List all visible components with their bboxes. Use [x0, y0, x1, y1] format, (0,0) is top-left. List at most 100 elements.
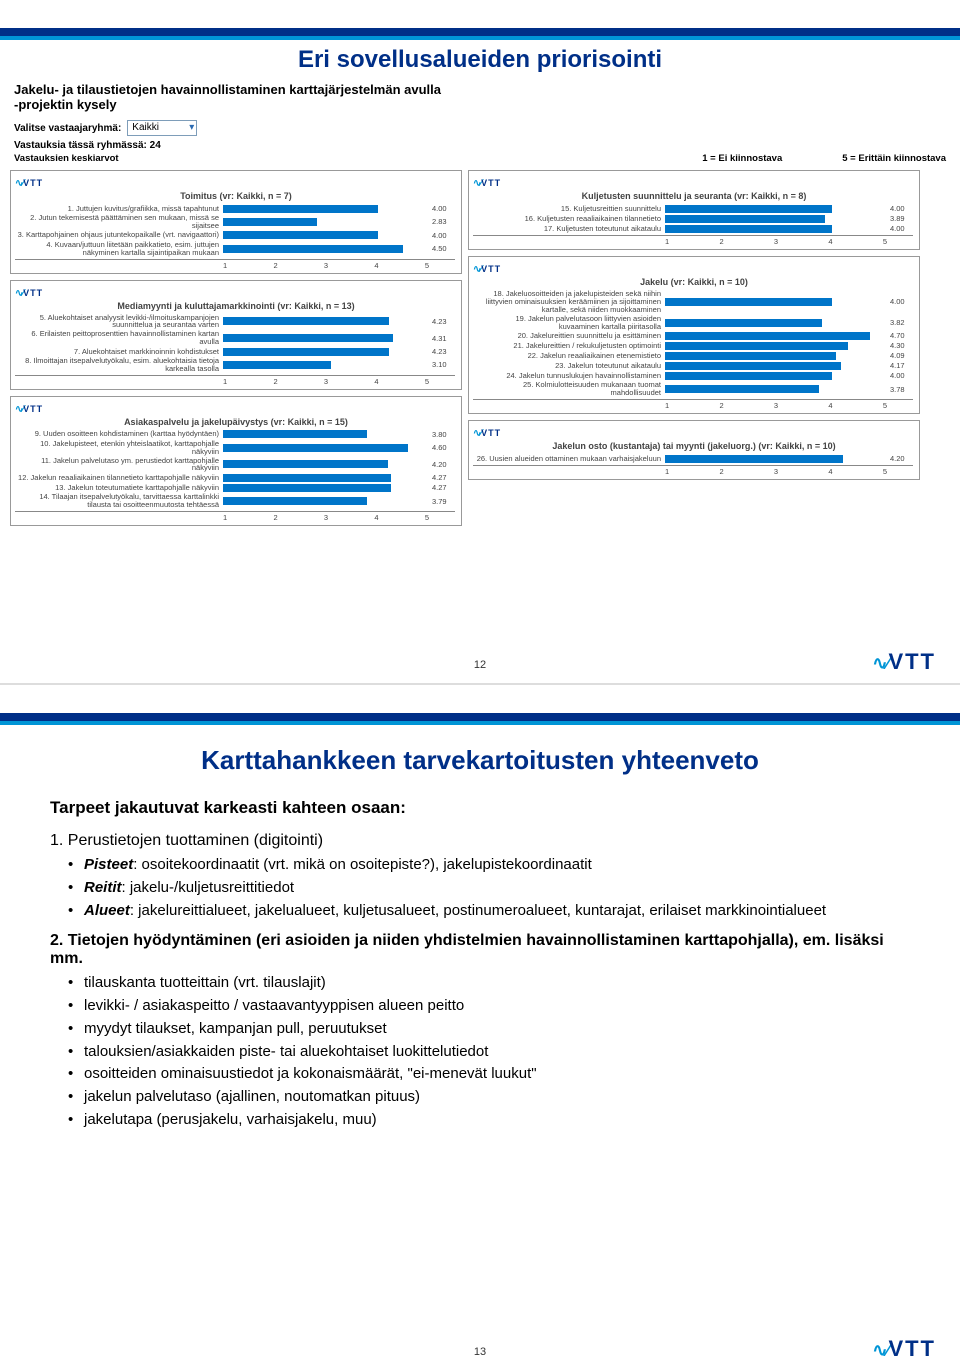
bar-track [665, 372, 887, 380]
bar-label: 13. Jakelun toteutumatiete karttapohjall… [15, 484, 223, 492]
bars-container: 1. Juttujen kuvitus/grafiikka, missä tap… [11, 202, 461, 273]
bar-label: 10. Jakelupisteet, etenkin yhteislaatiko… [15, 440, 223, 456]
bar-fill [665, 215, 825, 223]
bar-fill [665, 362, 841, 370]
bar-value: 4.27 [429, 473, 455, 482]
bar-value: 4.00 [887, 204, 913, 213]
bar-value: 4.00 [887, 224, 913, 233]
bar-value: 4.20 [429, 460, 455, 469]
selector-label: Valitse vastaajaryhmä: [14, 123, 121, 134]
bar-label: 24. Jakelun tunnuslukujen havainnollista… [473, 372, 665, 380]
bars-container: 26. Uusien alueiden ottaminen mukaan var… [469, 452, 919, 479]
slide-1: Eri sovellusalueiden priorisointi Jakelu… [0, 0, 960, 685]
bar-track [665, 362, 887, 370]
bar-fill [665, 342, 848, 350]
chart-axis: 12345 [15, 511, 455, 522]
bar-fill [665, 385, 819, 393]
bars-container: 18. Jakeluosoitteiden ja jakelupisteiden… [469, 288, 919, 413]
chart-axis: 12345 [15, 375, 455, 386]
bar-row: 10. Jakelupisteet, etenkin yhteislaatiko… [15, 440, 455, 456]
bar-row: 2. Jutun tekemisestä päättäminen sen muk… [15, 214, 455, 230]
list-item: jakelun palvelutaso (ajallinen, noutomat… [84, 1086, 910, 1109]
bar-row: 8. Ilmoittajan itsepalvelutyökalu, esim.… [15, 357, 455, 373]
bar-fill [223, 497, 367, 505]
pulse-icon: ∿∕ [872, 1340, 888, 1360]
bar-track [223, 460, 429, 468]
bar-value: 4.00 [887, 371, 913, 380]
chart-axis: 12345 [473, 399, 913, 410]
bar-fill [223, 361, 331, 369]
panel-title: Asiakaspalvelu ja jakelupäivystys (vr: K… [11, 415, 461, 428]
bar-row: 7. Aluekohtaiset markkinoinnin kohdistuk… [15, 347, 455, 356]
bar-value: 3.78 [887, 385, 913, 394]
selector-row: Valitse vastaajaryhmä: Kaikki [0, 118, 960, 138]
bar-fill [223, 218, 317, 226]
bar-value: 4.20 [887, 454, 913, 463]
group-select[interactable]: Kaikki [127, 120, 197, 136]
bar-row: 24. Jakelun tunnuslukujen havainnollista… [473, 371, 913, 380]
section1-list: Pisteet: osoitekoordinaatit (vrt. mikä o… [50, 854, 910, 922]
bar-row: 13. Jakelun toteutumatiete karttapohjall… [15, 483, 455, 492]
bar-row: 22. Jakelun reaaliaikainen etenemistieto… [473, 351, 913, 360]
list-item: Pisteet: osoitekoordinaatit (vrt. mikä o… [84, 854, 910, 877]
bar-row: 12. Jakelun reaaliaikainen tilannetieto … [15, 473, 455, 482]
bar-label: 8. Ilmoittajan itsepalvelutyökalu, esim.… [15, 357, 223, 373]
bar-fill [223, 231, 378, 239]
count-label: Vastauksia tässä ryhmässä: 24 [14, 140, 161, 151]
bar-fill [665, 205, 832, 213]
chart-axis: 12345 [15, 259, 455, 270]
chart-axis: 12345 [473, 465, 913, 476]
chart-panel: ∿∕VTTJakelun osto (kustantaja) tai myynt… [468, 420, 920, 480]
bar-fill [223, 334, 393, 342]
bar-fill [665, 319, 822, 327]
bar-value: 4.17 [887, 361, 913, 370]
bar-track [665, 385, 887, 393]
bar-label: 4. Kuvaan/juttuun liitetään paikkatieto,… [15, 241, 223, 257]
bar-value: 4.09 [887, 351, 913, 360]
chart-axis: 12345 [473, 235, 913, 246]
bar-fill [223, 317, 389, 325]
bar-label: 14. Tilaajan itsepalvelutyökalu, tarvitt… [15, 493, 223, 509]
bar-label: 9. Uuden osoitteen kohdistaminen (kartta… [15, 430, 223, 438]
bar-label: 21. Jakelureittien / rekukuljetusten opt… [473, 342, 665, 350]
slide1-title: Eri sovellusalueiden priorisointi [0, 36, 960, 80]
panel-title: Jakelu (vr: Kaikki, n = 10) [469, 275, 919, 288]
bar-fill [223, 474, 391, 482]
bar-value: 4.30 [887, 341, 913, 350]
bar-track [665, 225, 887, 233]
vtt-logo: ∿∕VTT [872, 649, 936, 675]
bars-container: 15. Kuljetusreittien suunnittelu4.0016. … [469, 202, 919, 249]
bar-track [223, 484, 429, 492]
bar-track [223, 348, 429, 356]
vtt-mini-logo: ∿∕VTT [473, 173, 501, 191]
bar-fill [665, 455, 843, 463]
bar-label: 26. Uusien alueiden ottaminen mukaan var… [473, 455, 665, 463]
bar-fill [223, 430, 367, 438]
bar-value: 4.27 [429, 483, 455, 492]
bar-track [223, 218, 429, 226]
bar-row: 17. Kuljetusten toteutunut aikataulu4.00 [473, 224, 913, 233]
bar-fill [665, 225, 832, 233]
bar-track [665, 298, 887, 306]
bar-row: 19. Jakelun palvelutasoon liittyvien asi… [473, 315, 913, 331]
bar-row: 20. Jakelureittien suunnittelu ja esittä… [473, 331, 913, 340]
chart-panel: ∿∕VTTToimitus (vr: Kaikki, n = 7)1. Jutt… [10, 170, 462, 274]
bar-row: 21. Jakelureittien / rekukuljetusten opt… [473, 341, 913, 350]
bar-label: 5. Aluekohtaiset analyysit levikki-/ilmo… [15, 314, 223, 330]
scale-row: Vastauksien keskiarvot 1 = Ei kiinnostav… [0, 153, 960, 164]
bar-value: 3.82 [887, 318, 913, 327]
bars-container: 9. Uuden osoitteen kohdistaminen (kartta… [11, 428, 461, 525]
bar-label: 7. Aluekohtaiset markkinoinnin kohdistuk… [15, 348, 223, 356]
bar-track [223, 334, 429, 342]
bar-label: 11. Jakelun palvelutaso ym. perustiedot … [15, 457, 223, 473]
bar-value: 3.80 [429, 430, 455, 439]
bar-row: 3. Karttapohjainen ohjaus jutuntekopaika… [15, 231, 455, 240]
bar-label: 6. Erilaisten peittoprosenttien havainno… [15, 330, 223, 346]
bar-label: 12. Jakelun reaaliaikainen tilannetieto … [15, 474, 223, 482]
bar-value: 3.79 [429, 497, 455, 506]
bar-track [223, 205, 429, 213]
slide2-body: Tarpeet jakautuvat karkeasti kahteen osa… [0, 794, 960, 1132]
bar-fill [223, 348, 389, 356]
panel-title: Mediamyynti ja kuluttajamarkkinointi (vr… [11, 299, 461, 312]
bar-row: 15. Kuljetusreittien suunnittelu4.00 [473, 204, 913, 213]
